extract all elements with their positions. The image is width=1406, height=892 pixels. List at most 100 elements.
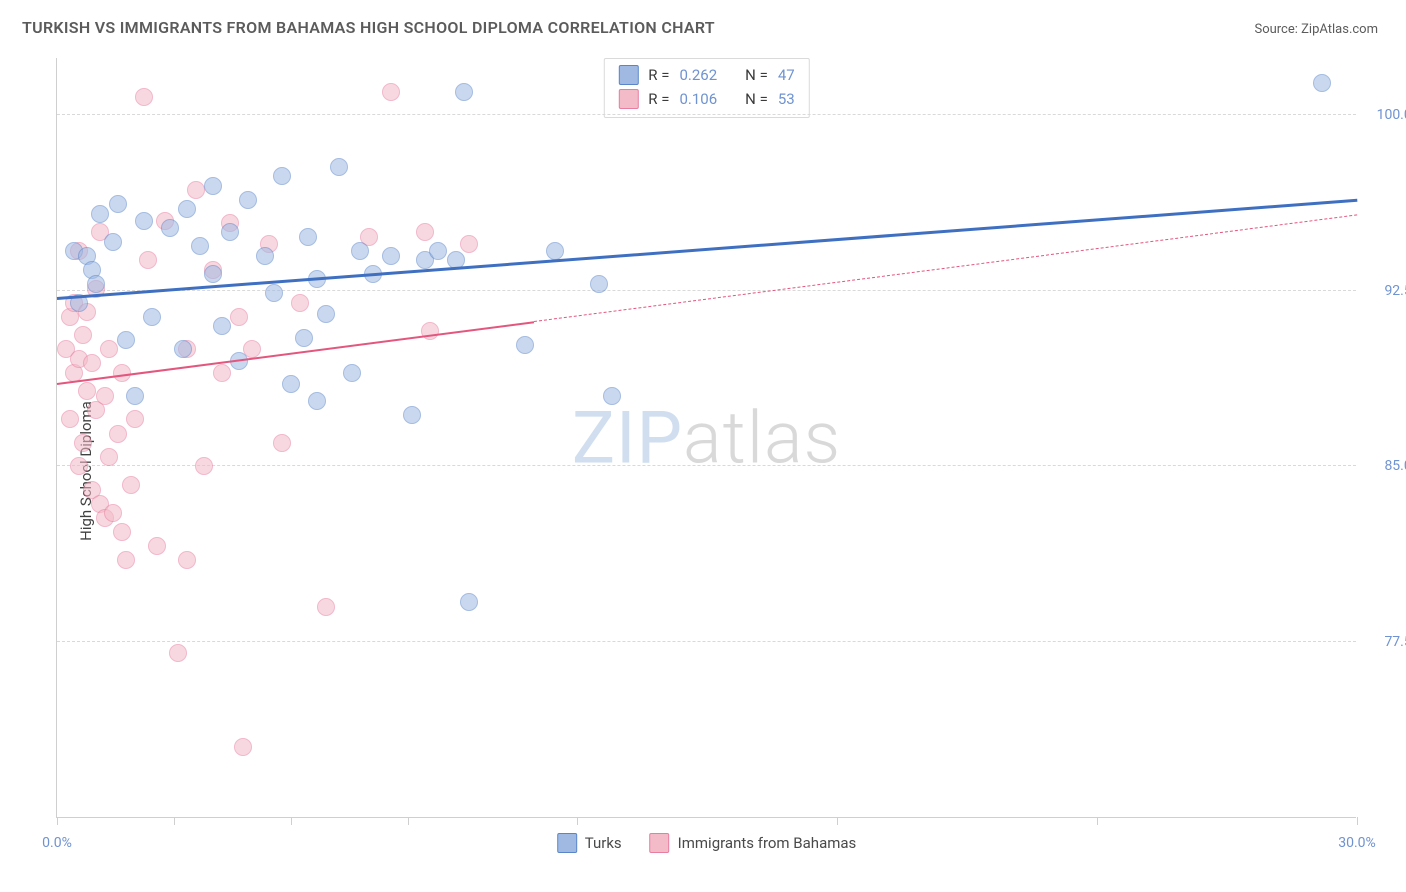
legend-n-value-turks: 47 [778, 63, 795, 87]
scatter-point-turks [603, 387, 621, 405]
y-tick-label: 77.5% [1362, 634, 1406, 650]
x-tick [291, 817, 292, 825]
scatter-point-turks [273, 167, 291, 185]
legend-r-label: R = [648, 87, 669, 111]
scatter-point-bahamas [100, 340, 118, 358]
scatter-point-turks [135, 212, 153, 230]
scatter-point-turks [221, 223, 239, 241]
scatter-point-turks [239, 191, 257, 209]
scatter-point-bahamas [273, 434, 291, 452]
scatter-point-bahamas [74, 434, 92, 452]
source-prefix: Source: [1254, 22, 1301, 37]
scatter-point-bahamas [70, 457, 88, 475]
x-tick [1357, 817, 1358, 825]
scatter-point-bahamas [178, 551, 196, 569]
scatter-point-turks [143, 308, 161, 326]
scatter-point-turks [213, 317, 231, 335]
scatter-point-turks [104, 233, 122, 251]
legend-series: Turks Immigrants from Bahamas [557, 833, 857, 853]
legend-n-label: N = [745, 87, 768, 111]
legend-r-value-bahamas: 0.106 [679, 87, 717, 111]
legend-item-turks: Turks [557, 833, 622, 853]
chart-container: High School Diploma ZIPatlas R = 0.262 N… [0, 50, 1406, 892]
scatter-point-bahamas [113, 523, 131, 541]
scatter-point-turks [590, 275, 608, 293]
legend-stats: R = 0.262 N = 47 R = 0.106 N = 53 [603, 58, 809, 118]
source-link[interactable]: ZipAtlas.com [1301, 22, 1378, 37]
scatter-point-turks [161, 219, 179, 237]
scatter-point-turks [382, 247, 400, 265]
scatter-point-turks [204, 177, 222, 195]
scatter-point-bahamas [169, 644, 187, 662]
legend-swatch-bahamas [650, 833, 670, 853]
scatter-point-bahamas [230, 308, 248, 326]
legend-stats-row-turks: R = 0.262 N = 47 [618, 63, 794, 87]
legend-swatch-bahamas [618, 89, 638, 109]
scatter-point-turks [174, 340, 192, 358]
x-tick [1097, 817, 1098, 825]
scatter-point-bahamas [104, 504, 122, 522]
scatter-point-bahamas [139, 251, 157, 269]
scatter-point-bahamas [78, 382, 96, 400]
scatter-point-bahamas [148, 537, 166, 555]
scatter-point-turks [429, 242, 447, 260]
scatter-point-bahamas [460, 235, 478, 253]
y-tick-label: 92.5% [1362, 283, 1406, 299]
x-tick [837, 817, 838, 825]
scatter-point-bahamas [122, 476, 140, 494]
scatter-point-bahamas [109, 425, 127, 443]
scatter-point-bahamas [213, 364, 231, 382]
scatter-point-bahamas [83, 354, 101, 372]
scatter-point-turks [191, 237, 209, 255]
scatter-point-turks [87, 275, 105, 293]
gridline [57, 465, 1356, 466]
legend-stats-row-bahamas: R = 0.106 N = 53 [618, 87, 794, 111]
scatter-point-bahamas [96, 387, 114, 405]
scatter-point-bahamas [187, 181, 205, 199]
scatter-point-bahamas [234, 738, 252, 756]
scatter-point-turks [109, 195, 127, 213]
legend-swatch-turks [557, 833, 577, 853]
scatter-point-bahamas [382, 83, 400, 101]
legend-r-value-turks: 0.262 [679, 63, 717, 87]
scatter-point-bahamas [117, 551, 135, 569]
legend-label-turks: Turks [585, 834, 622, 852]
scatter-point-bahamas [195, 457, 213, 475]
scatter-point-turks [330, 158, 348, 176]
scatter-point-turks [516, 336, 534, 354]
scatter-point-turks [204, 265, 222, 283]
x-tick [57, 817, 58, 825]
trend-line [57, 198, 1357, 299]
scatter-point-turks [295, 329, 313, 347]
gridline [57, 641, 1356, 642]
scatter-point-turks [308, 392, 326, 410]
scatter-point-bahamas [135, 88, 153, 106]
source-attribution: Source: ZipAtlas.com [1254, 22, 1378, 37]
chart-title: TURKISH VS IMMIGRANTS FROM BAHAMAS HIGH … [22, 18, 715, 37]
legend-n-value-bahamas: 53 [778, 87, 795, 111]
legend-n-label: N = [745, 63, 768, 87]
scatter-point-bahamas [100, 448, 118, 466]
x-tick-label: 30.0% [1338, 835, 1376, 851]
scatter-point-bahamas [291, 294, 309, 312]
scatter-point-turks [91, 205, 109, 223]
scatter-point-turks [117, 331, 135, 349]
gridline [57, 290, 1356, 291]
scatter-point-turks [546, 242, 564, 260]
watermark: ZIPatlas [572, 395, 841, 480]
scatter-point-turks [256, 247, 274, 265]
scatter-point-turks [126, 387, 144, 405]
x-tick [408, 817, 409, 825]
x-tick [577, 817, 578, 825]
scatter-point-turks [460, 593, 478, 611]
watermark-zip: ZIP [572, 395, 683, 480]
watermark-atlas: atlas [683, 395, 841, 480]
legend-item-bahamas: Immigrants from Bahamas [650, 833, 857, 853]
y-tick-label: 85.0% [1362, 458, 1406, 474]
y-tick-label: 100.0% [1362, 107, 1406, 123]
scatter-point-turks [343, 364, 361, 382]
x-tick [174, 817, 175, 825]
plot-area: ZIPatlas R = 0.262 N = 47 R = 0.106 N = … [56, 58, 1356, 818]
scatter-point-bahamas [416, 223, 434, 241]
legend-label-bahamas: Immigrants from Bahamas [678, 834, 857, 852]
